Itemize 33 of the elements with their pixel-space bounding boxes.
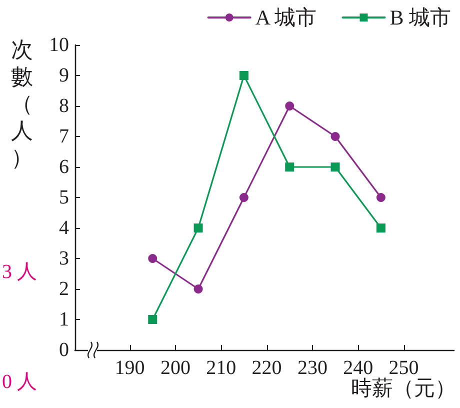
point [376, 193, 386, 202]
y-tick-label: 6 [59, 156, 69, 178]
y-tick-label: 0 [59, 339, 69, 361]
x-tick-label: 210 [206, 357, 236, 379]
point [376, 224, 386, 232]
y-tick-label: 7 [59, 126, 69, 148]
point [239, 71, 248, 80]
point [285, 102, 294, 110]
y-tick-label: 10 [49, 34, 69, 56]
y-tick-label: 4 [59, 217, 69, 239]
point [148, 315, 158, 324]
x-tick-label: 220 [252, 357, 282, 379]
legend-label: A 城市 [255, 6, 317, 30]
y-tick-label: 9 [59, 64, 69, 86]
y-tick-label: 3 [59, 248, 69, 270]
y-tick-label: 1 [59, 308, 69, 330]
point [194, 284, 203, 294]
text: 3 人 [2, 260, 37, 285]
text: 0 人 [2, 370, 37, 395]
point [148, 254, 158, 263]
x-tick-label: 200 [160, 357, 190, 379]
y-tick-label: 2 [59, 278, 69, 300]
point [239, 193, 248, 202]
point [194, 224, 203, 232]
legend-label: B 城市 [390, 6, 452, 30]
point [330, 162, 340, 172]
x-tick-label: 230 [297, 357, 328, 379]
y-axis-title: 次數（人） [11, 37, 33, 170]
y-tick-label: 8 [59, 95, 69, 117]
x-tick-label: 190 [114, 357, 145, 379]
y-tick-label: 5 [59, 186, 69, 208]
point [330, 132, 340, 141]
point [285, 162, 294, 172]
